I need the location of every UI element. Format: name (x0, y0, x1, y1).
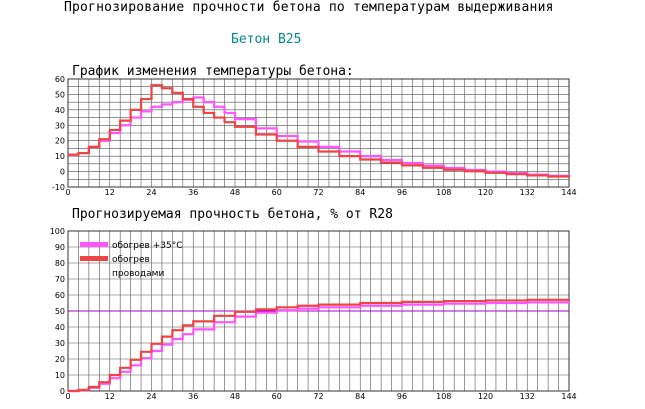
y-tick-label: 40 (55, 106, 65, 115)
series-line-1 (68, 298, 571, 393)
x-tick-label: 60 (272, 188, 282, 197)
x-tick-label: 108 (436, 392, 451, 401)
x-tick-label: 12 (105, 188, 115, 197)
series-line-1 (68, 84, 571, 178)
y-tick-label: 0 (60, 168, 65, 177)
plot-frame (67, 78, 570, 188)
legend-label: проводами (112, 269, 164, 279)
x-tick-label: 120 (478, 188, 493, 197)
y-tick-label: 70 (55, 275, 65, 284)
x-tick-label: 0 (65, 188, 70, 197)
y-tick-label: 60 (55, 291, 65, 300)
x-tick-label: 96 (397, 188, 407, 197)
legend-label: обогрев +35°С (112, 241, 182, 251)
x-tick-label: 72 (313, 392, 323, 401)
y-tick-label: 60 (55, 75, 65, 84)
y-tick-label: 40 (55, 323, 65, 332)
x-tick-label: 132 (520, 188, 535, 197)
x-tick-label: 48 (230, 188, 240, 197)
x-tick-label: 120 (478, 392, 493, 401)
y-tick-label: 50 (55, 90, 65, 99)
y-tick-label: 30 (55, 339, 65, 348)
page-title: Прогнозирование прочности бетона по темп… (64, 0, 554, 15)
x-tick-label: 12 (105, 392, 115, 401)
x-tick-label: 0 (65, 392, 70, 401)
x-tick-label: 48 (230, 392, 240, 401)
x-tick-label: 36 (188, 188, 198, 197)
chart-temperature: 0 12 24 36 48 60 72 84 96 108 120 132 144 60 50 40 30 20 1… (52, 75, 577, 197)
x-tick-label: 144 (561, 188, 576, 197)
x-tick-label: 108 (436, 188, 451, 197)
x-tick-label: 144 (561, 392, 576, 401)
y-tick-label: 20 (55, 355, 65, 364)
y-tick-label: 10 (55, 152, 65, 161)
x-tick-label: 24 (146, 188, 156, 197)
strength-chart-title: Прогнозируемая прочность бетона, % от R2… (72, 207, 393, 222)
y-tick-label: 0 (60, 387, 65, 396)
legend-swatch (80, 256, 108, 261)
x-tick-label: 84 (355, 188, 365, 197)
y-tick-label: -10 (52, 183, 65, 192)
x-tick-label: 24 (146, 392, 156, 401)
y-tick-label: 80 (55, 259, 65, 268)
legend-label: обогрев (112, 255, 150, 265)
x-tick-label: 132 (520, 392, 535, 401)
y-tick-label: 100 (50, 227, 65, 236)
x-tick-label: 84 (355, 392, 365, 401)
y-tick-label: 20 (55, 137, 65, 146)
x-tick-label: 96 (397, 392, 407, 401)
y-tick-label: 50 (55, 307, 65, 316)
y-tick-label: 90 (55, 243, 65, 252)
x-tick-label: 36 (188, 392, 198, 401)
y-tick-label: 10 (55, 371, 65, 380)
concrete-grade-label: Бетон B25 (231, 32, 302, 47)
x-tick-label: 60 (272, 392, 282, 401)
y-tick-label: 30 (55, 121, 65, 130)
temperature-chart-title: График изменения температуры бетона: (72, 64, 354, 79)
chart-strength: 0 12 24 36 48 60 72 84 96 108 120 132 14410090807060… (50, 227, 577, 401)
x-tick-label: 72 (313, 188, 323, 197)
legend-swatch (80, 242, 108, 247)
